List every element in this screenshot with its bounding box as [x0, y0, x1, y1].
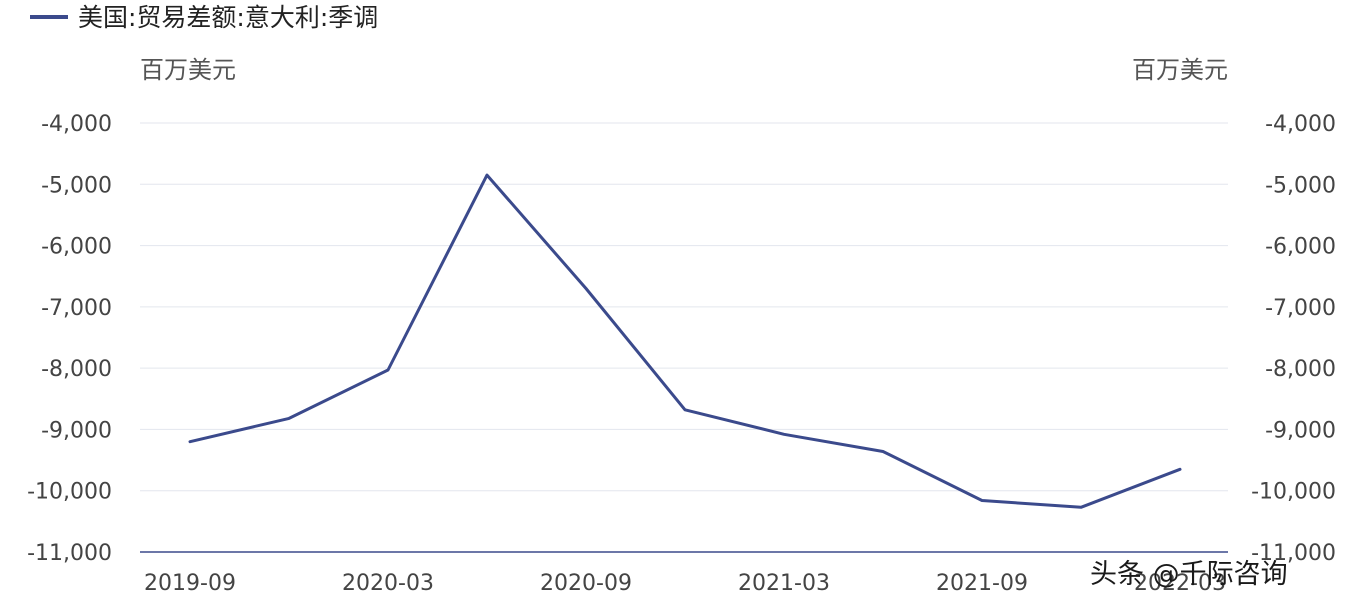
- x-tick-label: 2021-09: [936, 571, 1028, 596]
- x-tick-label: 2020-09: [540, 571, 632, 596]
- y-tick-label-left: -6,000: [41, 235, 112, 260]
- x-axis-ticks: 2019-09 2020-03 2020-09 2021-03 2021-09 2022-…: [144, 571, 1226, 596]
- y-tick-label-left: -11,000: [27, 541, 112, 566]
- series-line: [188, 173, 1182, 509]
- right-axis-unit: 百万美元: [1132, 56, 1228, 84]
- y-tick-label-left: -5,000: [41, 173, 112, 198]
- gridlines: [140, 122, 1228, 553]
- y-tick-label-left: -8,000: [41, 357, 112, 382]
- right-y-axis-ticks: -4,000 -5,000 -6,000 -7,000 -8,000 -9,000 -10,…: [1251, 112, 1336, 566]
- watermark-text: 头条 @千际咨询: [1090, 559, 1288, 590]
- y-tick-label-left: -10,000: [27, 480, 112, 505]
- y-tick-label-right: -7,000: [1265, 296, 1336, 321]
- y-tick-label-right: -8,000: [1265, 357, 1336, 382]
- legend-label: 美国:贸易差额:意大利:季调: [78, 3, 378, 32]
- y-tick-label-right: -9,000: [1265, 418, 1336, 443]
- y-tick-label-right: -11,000: [1251, 541, 1336, 566]
- y-tick-label-left: -7,000: [41, 296, 112, 321]
- y-tick-label-left: -4,000: [41, 112, 112, 137]
- x-tick-label: 2019-09: [144, 571, 236, 596]
- x-tick-label: 2022-03: [1134, 571, 1226, 596]
- legend: 美国:贸易差额:意大利:季调: [30, 3, 378, 32]
- y-tick-label-right: -6,000: [1265, 235, 1336, 260]
- left-axis-unit: 百万美元: [140, 56, 236, 84]
- y-tick-label-right: -5,000: [1265, 173, 1336, 198]
- left-y-axis-ticks: -4,000 -5,000 -6,000 -7,000 -8,000 -9,000 -10,…: [27, 112, 112, 566]
- y-tick-label-right: -10,000: [1251, 480, 1336, 505]
- y-tick-label-right: -4,000: [1265, 112, 1336, 137]
- x-tick-label: 2021-03: [738, 571, 830, 596]
- y-tick-label-left: -9,000: [41, 418, 112, 443]
- series-layer: [188, 173, 1182, 509]
- x-tick-label: 2020-03: [342, 571, 434, 596]
